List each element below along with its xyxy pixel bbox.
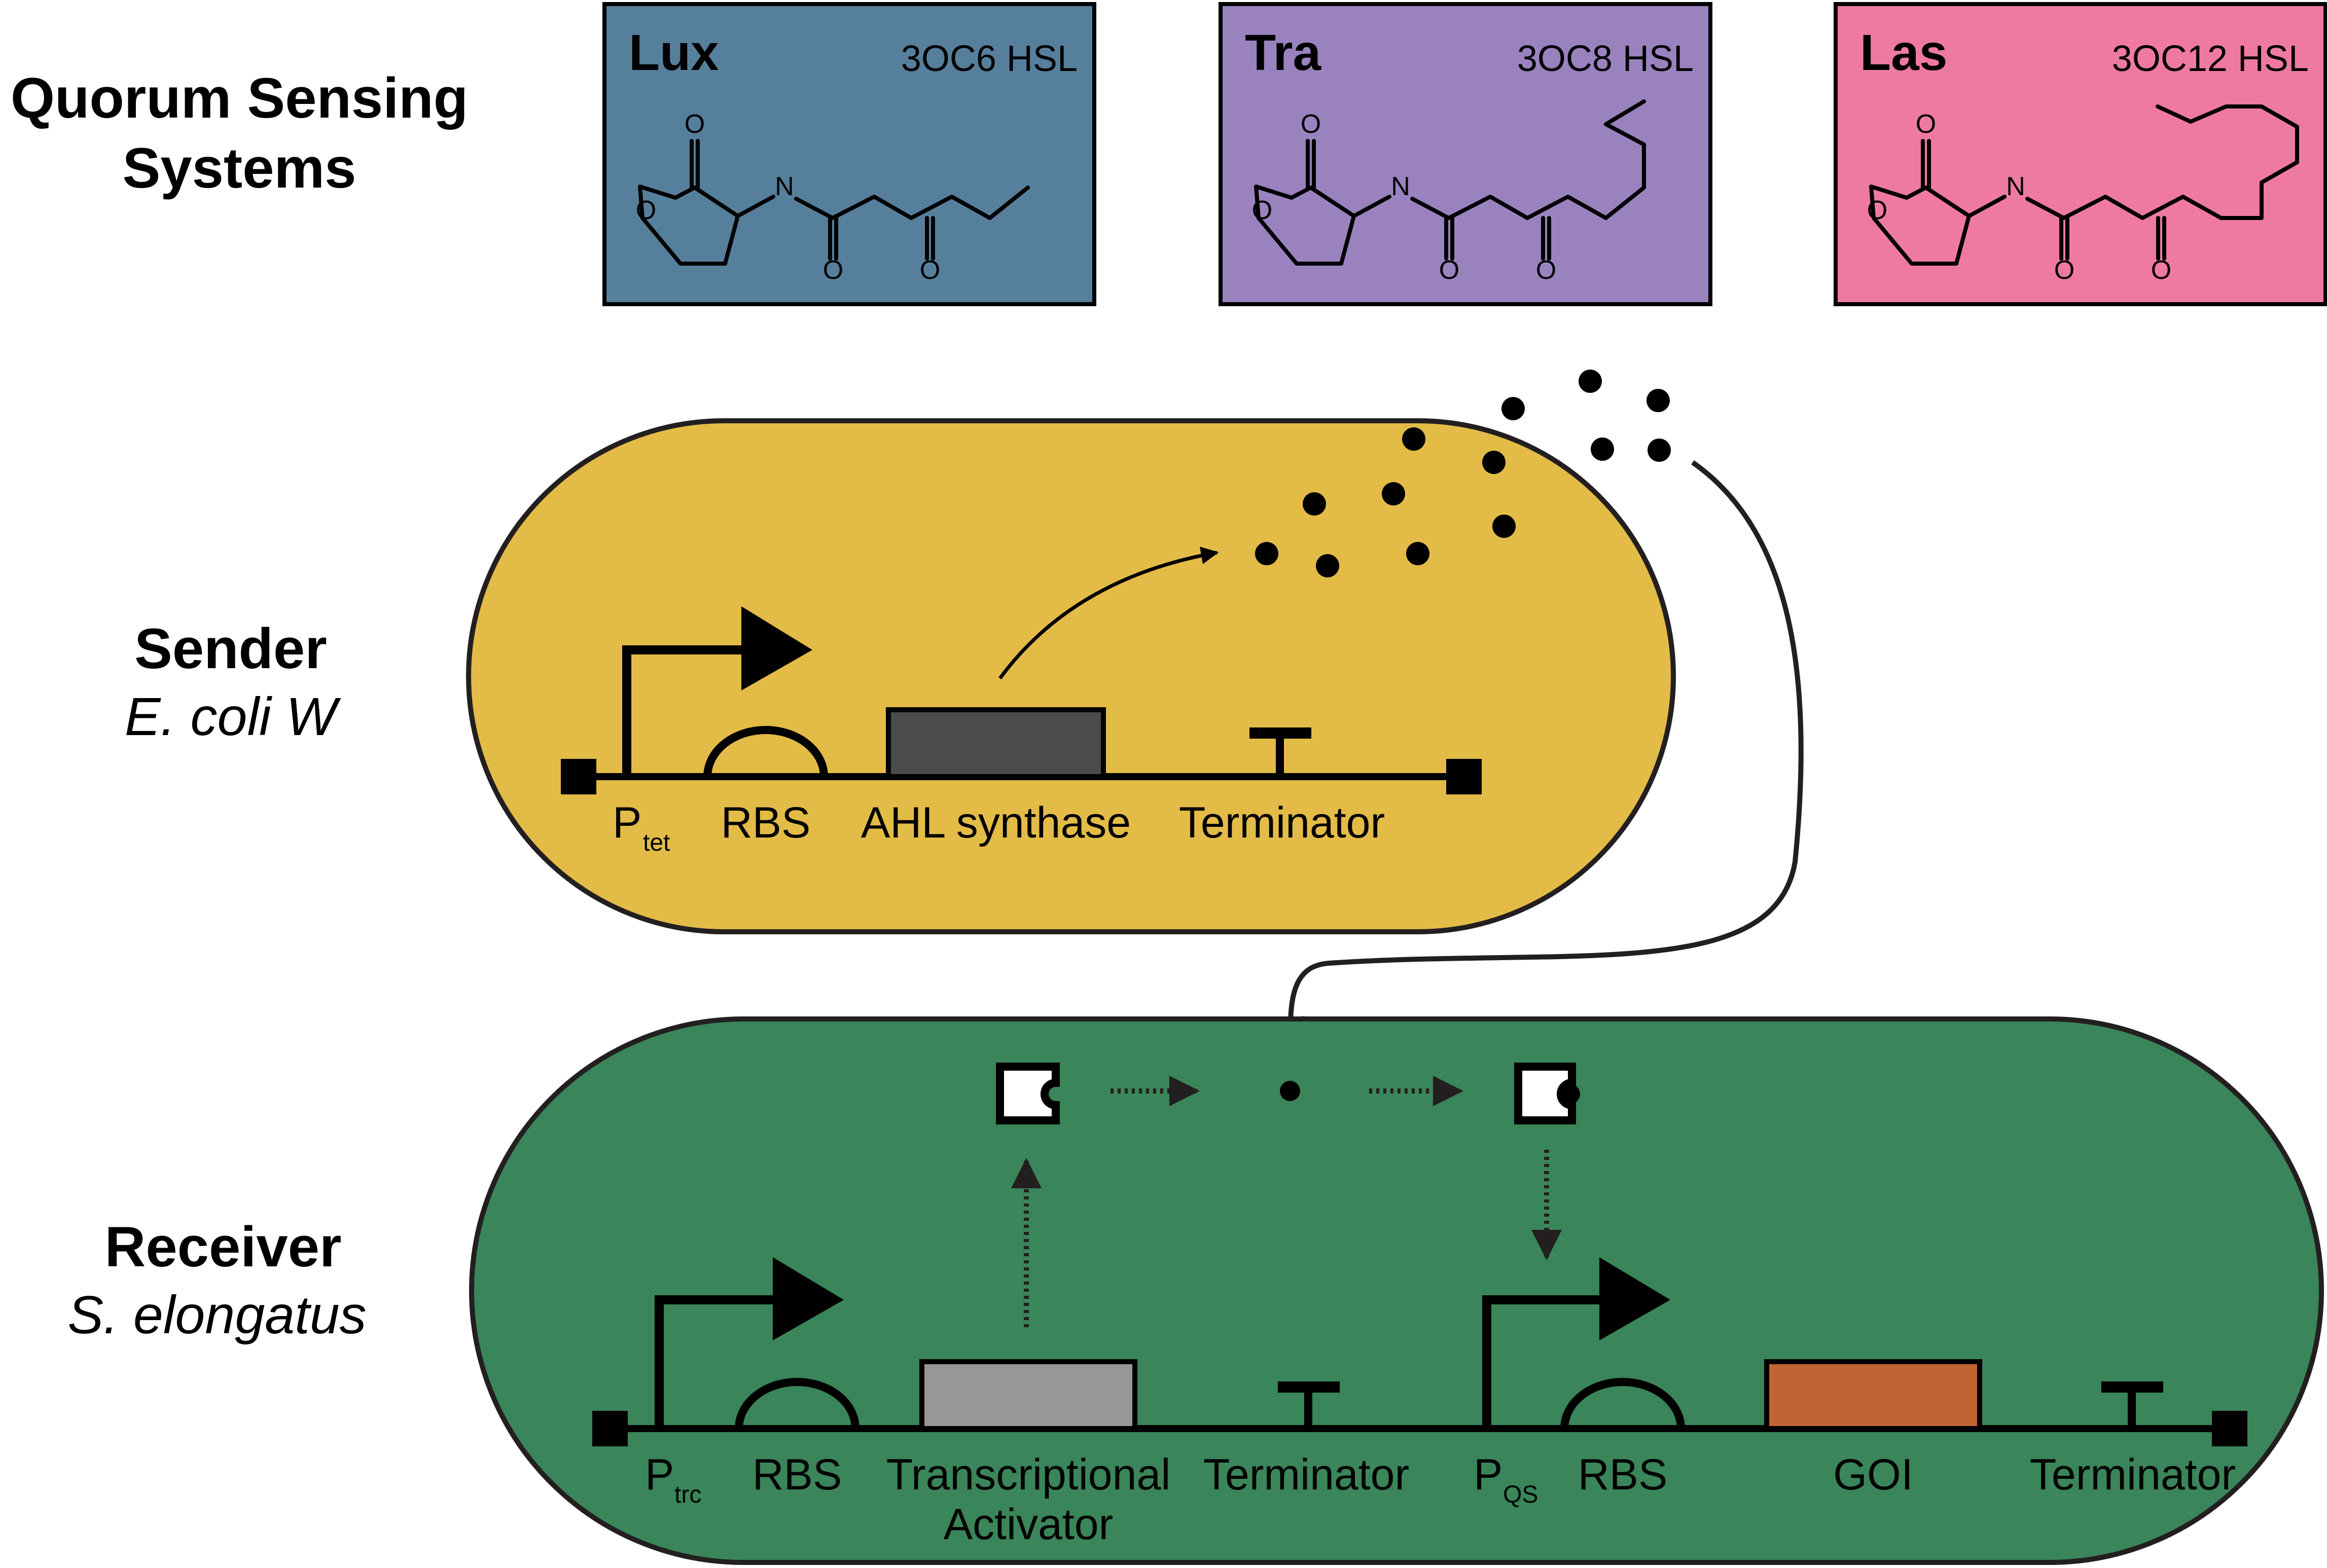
title-line-1: Quorum Sensing xyxy=(11,66,468,130)
atom-o-tra-2: O xyxy=(1252,196,1272,225)
receiver-promoter-trc-glyph xyxy=(655,1257,844,1429)
sender-terminator-label: Terminator xyxy=(1179,798,1385,847)
atom-o-lux-1: O xyxy=(685,110,705,139)
atom-o-lux-2: O xyxy=(636,196,656,225)
sender-rbs-glyph xyxy=(703,726,828,777)
receiver-terminator1-label: Terminator xyxy=(1203,1450,1409,1499)
receiver-backbone-end-right xyxy=(2212,1411,2247,1446)
receiver-promoter-qs-subscript: QS xyxy=(1503,1481,1538,1508)
sender-gene-ahl-synthase xyxy=(886,707,1106,779)
receiver-promoter-trc-subscript: trc xyxy=(674,1481,701,1508)
qs-box-lux: Lux 3OC6 HSL O O N O O xyxy=(602,2,1096,306)
receiver-gene1-label-line2: Activator xyxy=(944,1500,1114,1549)
atom-n-las: N xyxy=(2006,172,2025,201)
ahl-dot-inside xyxy=(1280,1081,1300,1101)
receiver-gene-transcriptional-activator xyxy=(919,1359,1137,1431)
receiver-label: Receiver xyxy=(104,1215,341,1279)
sender-backbone-end-left xyxy=(561,759,596,794)
sender-promoter-label: P xyxy=(613,798,641,847)
qs-molecule-lux: 3OC6 HSL xyxy=(901,39,1078,79)
receptor-ahl-complex-glyph xyxy=(1514,1063,1580,1124)
ahl-dot xyxy=(1316,554,1339,577)
receiver-promoter-trc-label: P xyxy=(645,1450,674,1499)
qs-molecule-tra: 3OC8 HSL xyxy=(1517,39,1694,79)
molecule-structure-tra: O O N O O xyxy=(1252,99,1646,285)
ahl-secretion-arrow xyxy=(998,546,1219,680)
receiver-organism: S. elongatus xyxy=(67,1285,366,1345)
receiver-promoter-qs-label: P xyxy=(1474,1450,1502,1499)
sender-promoter-glyph xyxy=(622,606,812,777)
sender-label: Sender xyxy=(134,617,327,680)
receiver-rbs1-label: RBS xyxy=(753,1450,842,1499)
section-title: Quorum Sensing Systems xyxy=(11,66,468,200)
ahl-dot xyxy=(1648,439,1671,462)
sender-cell-body xyxy=(466,418,1676,934)
sender-promoter-subscript: tet xyxy=(643,829,670,856)
ahl-dot xyxy=(1303,492,1326,516)
receiver-rbs2-label: RBS xyxy=(1578,1450,1668,1499)
molecule-structure-lux: O O N O O xyxy=(636,110,1030,285)
atom-n-lux: N xyxy=(775,172,794,201)
atom-o-las-3: O xyxy=(2054,256,2074,285)
ahl-dot xyxy=(1501,397,1525,420)
ahl-dot xyxy=(1482,451,1506,474)
receiver-gene-goi xyxy=(1764,1359,1982,1431)
qs-name-lux: Lux xyxy=(629,24,719,81)
receptor-protein-glyph xyxy=(996,1063,1060,1124)
qs-box-tra-background xyxy=(1219,2,1712,306)
molecule-structure-las: O O N O O xyxy=(1867,104,2299,285)
receiver-backbone-end-left xyxy=(592,1411,628,1446)
ahl-dot xyxy=(1402,427,1425,451)
receiver-terminator1-glyph xyxy=(1278,1381,1340,1429)
receiver-gene1-label-line1: Transcriptional xyxy=(886,1450,1171,1499)
ahl-dot xyxy=(1579,370,1602,393)
sender-rbs-label: RBS xyxy=(721,798,811,847)
qs-box-las-background xyxy=(1834,2,2327,306)
qs-molecule-las: 3OC12 HSL xyxy=(2112,39,2309,79)
receiver-gene2-label: GOI xyxy=(1833,1450,1913,1499)
sender-gene-label: AHL synthase xyxy=(861,798,1131,847)
atom-o-lux-3: O xyxy=(823,256,843,285)
atom-o-lux-4: O xyxy=(920,256,940,285)
ahl-dot xyxy=(1591,437,1614,461)
qs-name-tra: Tra xyxy=(1245,24,1321,81)
ahl-dot xyxy=(1492,515,1516,538)
ahl-dot xyxy=(1255,542,1278,565)
atom-o-tra-1: O xyxy=(1301,110,1321,139)
atom-o-las-2: O xyxy=(1867,196,1887,225)
ahl-dot xyxy=(1382,482,1405,505)
receiver-rbs2-glyph xyxy=(1560,1378,1685,1429)
receiver-rbs1-glyph xyxy=(735,1378,860,1429)
title-line-2: Systems xyxy=(123,136,356,200)
qs-name-las: Las xyxy=(1860,24,1947,81)
receiver-promoter-qs-glyph xyxy=(1482,1257,1670,1429)
atom-o-tra-4: O xyxy=(1536,256,1556,285)
atom-o-tra-3: O xyxy=(1439,256,1459,285)
receiver-cell: Receiver S. elongatus P trc RBS Transcri… xyxy=(67,1016,2324,1565)
atom-o-las-1: O xyxy=(1916,110,1936,139)
qs-box-lux-background xyxy=(602,2,1096,306)
sender-organism: E. coli W xyxy=(125,687,341,747)
sender-backbone-end-right xyxy=(1446,759,1482,794)
ahl-dot xyxy=(1646,389,1670,412)
sender-cell: Sender E. coli W P tet RBS AHL synthase … xyxy=(125,418,1676,934)
ahl-molecules xyxy=(1255,370,1671,577)
atom-o-las-4: O xyxy=(2151,256,2171,285)
qs-box-tra: Tra 3OC8 HSL O O N O O xyxy=(1219,2,1712,306)
receiver-terminator2-label: Terminator xyxy=(2030,1450,2236,1499)
qs-box-las: Las 3OC12 HSL O O N O O xyxy=(1834,2,2327,306)
receiver-terminator2-glyph xyxy=(2101,1381,2163,1429)
diffusion-arrow xyxy=(1274,460,1804,1047)
sender-terminator-glyph xyxy=(1249,727,1311,777)
atom-n-tra: N xyxy=(1391,172,1410,201)
ahl-dot xyxy=(1406,542,1429,565)
